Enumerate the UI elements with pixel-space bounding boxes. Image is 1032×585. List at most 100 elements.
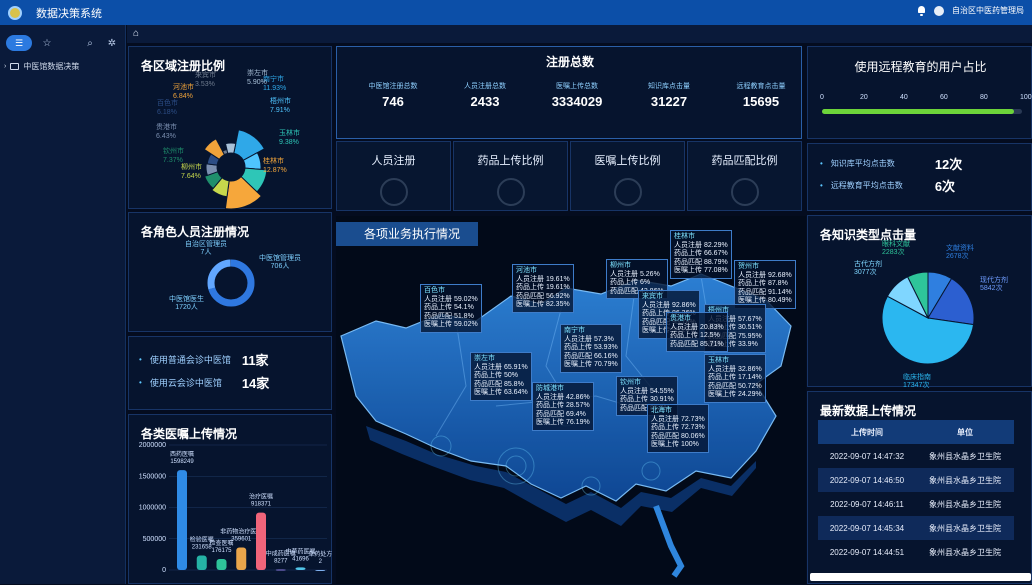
pie-label: 南宁市 xyxy=(263,74,284,83)
star-icon[interactable]: ☆ xyxy=(42,37,52,49)
table-cell: 2022-09-07 14:47:32 xyxy=(829,451,905,461)
stat-block: 医嘱上传总数 3334029 xyxy=(551,83,603,109)
pie-label: 文献资料 xyxy=(946,243,974,252)
pie-label: 贵港市 xyxy=(156,122,177,131)
pie-value: 2678次 xyxy=(946,251,969,260)
table-cell: 象州县水晶乡卫生院 xyxy=(929,451,1001,461)
bar[interactable] xyxy=(256,512,266,570)
pie-slice[interactable] xyxy=(224,142,237,154)
y-tick-label: 500000 xyxy=(143,536,166,543)
gauge-dial xyxy=(613,178,642,206)
bar-category-label: 中成药医嘱 xyxy=(266,549,296,557)
table-row[interactable]: 2022-09-07 14:44:51 象州县水晶乡卫生院 xyxy=(818,540,1014,564)
pie-value: 3077次 xyxy=(854,267,877,276)
pie-value: 3.53% xyxy=(195,81,215,88)
home-icon[interactable]: ⌂ xyxy=(133,28,140,39)
remote-panel: 使用远程教育的用户占比 0 20 40 60 80 100 xyxy=(807,46,1032,139)
bell-icon[interactable] xyxy=(917,5,926,16)
search-icon[interactable]: ⌕ xyxy=(87,37,93,49)
y-tick-label: 1000000 xyxy=(139,505,166,512)
pie-label: 河池市 xyxy=(173,82,194,91)
bar-value-label: 231658 xyxy=(192,545,213,551)
map-city-label[interactable]: 防城港市 人员注册 42.86% 药品上传 28.57% 药品匹配 69.4% 医嘱上传… xyxy=(532,382,594,431)
chevron-right-icon: › xyxy=(4,63,7,70)
bar[interactable] xyxy=(236,547,247,570)
bar-category-label: 检查医嘱 xyxy=(209,539,233,547)
table-header: 上传时间 单位 xyxy=(818,420,1014,444)
map-city-label[interactable]: 贺州市 人员注册 92.68% 药品上传 87.8% 药品匹配 91.14% 医嘱上传 … xyxy=(734,260,796,309)
pie-slice[interactable] xyxy=(203,171,223,190)
tree-item-dashboard[interactable]: › 中医馆数据决策 xyxy=(0,61,125,72)
bar[interactable] xyxy=(177,470,187,570)
pie-slice[interactable] xyxy=(927,277,975,326)
pie-value: 2283次 xyxy=(882,247,905,256)
pie-label: 钦州市 xyxy=(163,146,184,155)
map-city-label[interactable]: 北海市 人员注册 72.73% 药品上传 72.73% 药品匹配 80.06% 医嘱上传… xyxy=(647,404,709,453)
table-cell: 象州县水晶乡卫生院 xyxy=(929,475,1001,485)
menu-list-button[interactable]: ☰ xyxy=(6,35,32,51)
pie-slice[interactable] xyxy=(224,175,263,210)
roles-title: 各角色人员注册情况 xyxy=(141,225,250,239)
bar[interactable] xyxy=(315,569,326,571)
bar[interactable] xyxy=(196,555,207,570)
table-row[interactable]: 2022-09-07 14:47:32 象州县水晶乡卫生院 xyxy=(818,444,1014,468)
horizontal-scrollbar[interactable] xyxy=(810,573,1031,581)
table-cell: 2022-09-07 14:44:51 xyxy=(829,547,905,557)
pie-label: 现代方剂 xyxy=(980,275,1008,284)
bar[interactable] xyxy=(295,567,306,570)
map-city-label[interactable]: 柳州市 人员注册 5.26% 药品上传 6% 药品匹配 43.86% xyxy=(606,259,668,299)
map-city-label[interactable]: 百色市 人员注册 59.02% 药品上传 54.1% 药品匹配 51.8% 医嘱上传 5… xyxy=(420,284,482,333)
settings-icon[interactable]: ✲ xyxy=(107,37,117,49)
pie-slice[interactable] xyxy=(205,163,219,176)
pie-value: 7.64% xyxy=(181,173,201,180)
top-bar: 数据决策系统 自治区中医药管理局 xyxy=(0,0,1032,25)
map-city-label[interactable]: 南宁市 人员注册 57.3% 药品上传 53.93% 药品匹配 66.16% 医嘱上传 … xyxy=(560,324,622,373)
bar-category-label: 检验医嘱 xyxy=(190,536,214,544)
map-city-label[interactable]: 河池市 人员注册 19.61% 药品上传 19.61% 药品匹配 56.92% 医嘱上传… xyxy=(512,264,574,313)
tick-label: 60 xyxy=(940,94,948,101)
pie-label: 崇左市 xyxy=(247,68,268,77)
map-city-label[interactable]: 钦州市 人员注册 54.55% 药品上传 30.91% 药品匹配 85.2% xyxy=(616,376,678,416)
map-city-label[interactable]: 玉林市 人员注册 32.86% 药品上传 17.14% 药品匹配 50.72% 医嘱上传… xyxy=(704,354,766,403)
bar[interactable] xyxy=(216,558,227,570)
pie-value: 7.91% xyxy=(270,107,290,114)
pie-label: 临床指南 xyxy=(903,372,931,381)
map-city-label[interactable]: 桂林市 人员注册 82.29% 药品上传 66.67% 药品匹配 88.79% 医嘱上传… xyxy=(670,230,732,279)
role-label-manager: 中医馆管理员 706人 xyxy=(259,255,301,270)
user-avatar-icon[interactable] xyxy=(934,5,944,16)
table-cell: 2022-09-07 14:45:34 xyxy=(829,523,905,533)
bar-category-label: 治疗医嘱 xyxy=(249,493,273,501)
remote-title: 使用远程教育的用户占比 xyxy=(854,60,987,74)
gauge-dial xyxy=(379,178,408,206)
table-row[interactable]: 2022-09-07 14:46:50 象州县水晶乡卫生院 xyxy=(818,468,1014,492)
tick-label: 20 xyxy=(860,94,868,101)
tick-label: 0 xyxy=(820,94,824,101)
pie-slice[interactable] xyxy=(881,295,975,365)
table-row[interactable]: 2022-09-07 14:45:34 象州县水晶乡卫生院 xyxy=(818,516,1014,540)
roles-panel: 各角色人员注册情况 自治区管理员 7人 中医馆管理员 706人 中医馆医生 1720人 xyxy=(128,212,332,332)
pie-value: 5.90% xyxy=(247,79,267,86)
pie-value: 9.38% xyxy=(279,139,299,146)
bar-category-label: 草药处方 xyxy=(308,550,332,558)
table-row[interactable]: 2022-09-07 14:46:11 象州县水晶乡卫生院 xyxy=(818,492,1014,516)
bar-value-label: 359601 xyxy=(231,537,252,543)
bar-value-label: 1598249 xyxy=(170,459,194,465)
table-cell: 2022-09-07 14:46:50 xyxy=(829,475,905,485)
user-name[interactable]: 自治区中医药管理局 xyxy=(952,6,1024,15)
pie-slice[interactable] xyxy=(906,271,929,319)
bar-value-label: 8277 xyxy=(274,558,288,564)
pie-slice[interactable] xyxy=(211,177,230,198)
y-tick-label: 2000000 xyxy=(139,442,166,449)
pie-slice[interactable] xyxy=(203,138,226,160)
gauge-card: 药品上传比例 xyxy=(453,141,568,211)
bar[interactable] xyxy=(275,569,286,571)
map-city-label[interactable]: 贵港市 人员注册 20.83% 药品上传 12.5% 药品匹配 85.71% xyxy=(666,312,728,352)
gauge-card: 药品匹配比例 xyxy=(687,141,802,211)
map-city-label[interactable]: 崇左市 人员注册 65.91% 药品上传 50% 药品匹配 85.8% 医嘱上传 63.… xyxy=(470,352,532,401)
pie-label: 梧州市 xyxy=(270,96,291,105)
pie-slice[interactable] xyxy=(233,129,266,161)
latest-title: 最新数据上传情况 xyxy=(820,404,917,418)
pie-value: 17347次 xyxy=(903,380,929,388)
role-label-admin: 自治区管理员 7人 xyxy=(185,241,227,256)
